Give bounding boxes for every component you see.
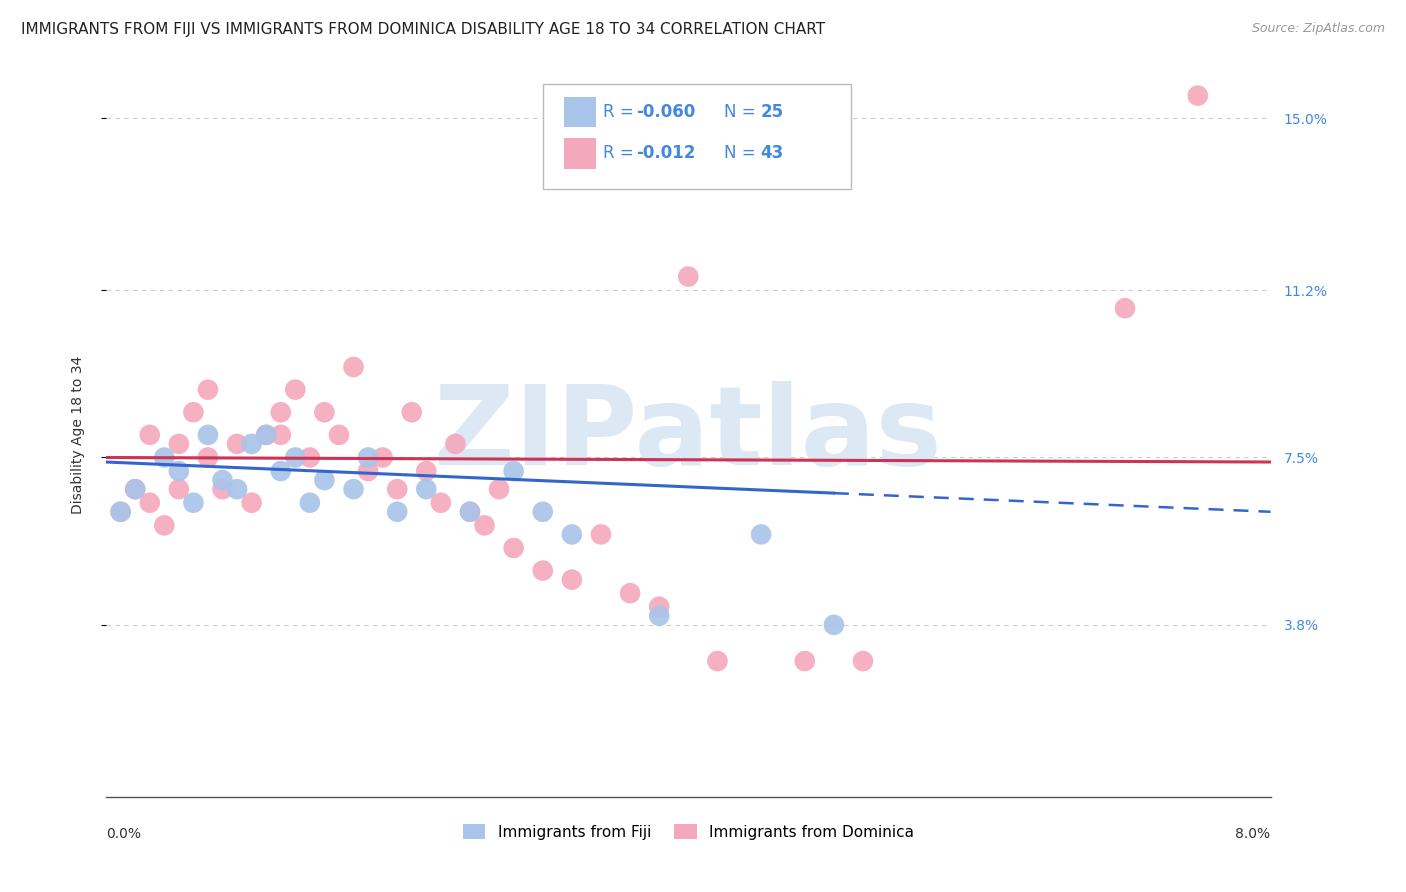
Point	[226, 437, 249, 451]
Point	[167, 482, 190, 496]
Point	[531, 564, 554, 578]
Point	[153, 450, 176, 465]
Point	[314, 405, 336, 419]
Point	[211, 473, 233, 487]
Point	[153, 518, 176, 533]
Point	[648, 608, 671, 623]
Point	[270, 405, 292, 419]
Text: R =: R =	[603, 103, 640, 121]
Point	[197, 450, 219, 465]
Point	[852, 654, 875, 668]
Point	[531, 505, 554, 519]
Point	[240, 437, 263, 451]
Point	[385, 482, 408, 496]
Point	[502, 541, 524, 555]
Point	[342, 482, 364, 496]
Point	[342, 359, 364, 374]
Text: ZIPatlas: ZIPatlas	[434, 382, 942, 489]
Point	[314, 473, 336, 487]
Point	[298, 496, 321, 510]
Point	[589, 527, 612, 541]
Text: -0.060: -0.060	[636, 103, 695, 121]
Point	[648, 599, 671, 614]
Text: -0.012: -0.012	[636, 145, 696, 162]
Point	[401, 405, 423, 419]
Point	[110, 505, 132, 519]
Point	[749, 527, 772, 541]
Point	[254, 428, 277, 442]
Point	[823, 618, 845, 632]
Point	[458, 505, 481, 519]
Point	[284, 450, 307, 465]
Text: N =: N =	[724, 103, 761, 121]
Point	[561, 527, 583, 541]
Point	[240, 496, 263, 510]
Point	[415, 482, 437, 496]
Point	[167, 437, 190, 451]
Point	[793, 654, 815, 668]
Point	[430, 496, 453, 510]
Point	[139, 496, 162, 510]
Point	[183, 405, 205, 419]
Point	[502, 464, 524, 478]
Point	[211, 482, 233, 496]
Bar	[564, 97, 596, 128]
Point	[444, 437, 467, 451]
Point	[357, 450, 380, 465]
Text: 8.0%: 8.0%	[1236, 827, 1271, 841]
Point	[284, 383, 307, 397]
Point	[385, 505, 408, 519]
Point	[1114, 301, 1136, 316]
Point	[124, 482, 146, 496]
Point	[226, 482, 249, 496]
Point	[167, 464, 190, 478]
Point	[183, 496, 205, 510]
Point	[706, 654, 728, 668]
Point	[328, 428, 350, 442]
Point	[474, 518, 496, 533]
Point	[488, 482, 510, 496]
Text: Source: ZipAtlas.com: Source: ZipAtlas.com	[1251, 22, 1385, 36]
Point	[458, 505, 481, 519]
Bar	[564, 138, 596, 169]
Text: 25: 25	[761, 103, 783, 121]
Point	[415, 464, 437, 478]
Point	[124, 482, 146, 496]
Text: 43: 43	[761, 145, 783, 162]
Point	[197, 428, 219, 442]
Point	[371, 450, 394, 465]
Point	[357, 464, 380, 478]
Point	[270, 464, 292, 478]
Text: N =: N =	[724, 145, 761, 162]
Text: R =: R =	[603, 145, 640, 162]
FancyBboxPatch shape	[543, 84, 851, 189]
Legend: Immigrants from Fiji, Immigrants from Dominica: Immigrants from Fiji, Immigrants from Do…	[463, 824, 914, 839]
Text: IMMIGRANTS FROM FIJI VS IMMIGRANTS FROM DOMINICA DISABILITY AGE 18 TO 34 CORRELA: IMMIGRANTS FROM FIJI VS IMMIGRANTS FROM …	[21, 22, 825, 37]
Point	[1187, 88, 1209, 103]
Point	[561, 573, 583, 587]
Y-axis label: Disability Age 18 to 34: Disability Age 18 to 34	[72, 356, 86, 514]
Point	[619, 586, 641, 600]
Point	[197, 383, 219, 397]
Point	[254, 428, 277, 442]
Point	[298, 450, 321, 465]
Point	[270, 428, 292, 442]
Point	[678, 269, 700, 284]
Point	[139, 428, 162, 442]
Point	[110, 505, 132, 519]
Text: 0.0%: 0.0%	[105, 827, 141, 841]
